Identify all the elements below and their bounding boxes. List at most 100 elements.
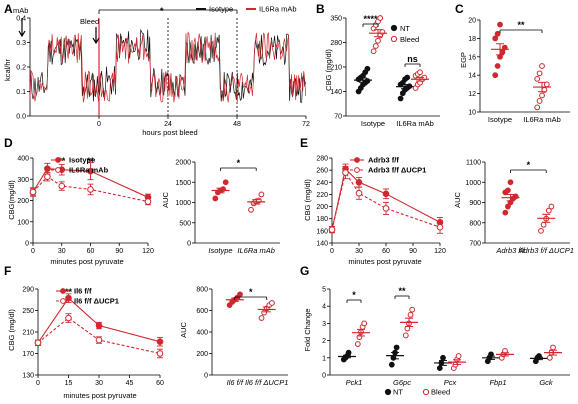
y-tick-label: 20 — [468, 18, 476, 25]
x-category-label: Il6 f/f — [227, 378, 244, 387]
data-point — [29, 188, 37, 196]
y-tick-label: 100 — [17, 219, 29, 226]
data-point — [258, 191, 265, 198]
data-point — [370, 48, 377, 55]
data-point — [417, 69, 423, 76]
panel-d-xlabel: minutes post pyruvate — [50, 257, 123, 266]
x-category-label: Adrb3 f/f — [495, 246, 525, 255]
data-point — [505, 187, 511, 194]
data-point — [407, 311, 414, 318]
data-point — [507, 179, 514, 186]
x-tick-label: 90 — [409, 248, 417, 255]
panel-f-auc-chart: AUC 0 200 400 600 800 Il6 f/f Il6 f/f ΔUCP1 * — [179, 287, 288, 388]
x-tick-label: 30 — [95, 380, 103, 387]
series-line — [331, 171, 441, 230]
data-point — [361, 320, 368, 327]
y-tick-label: 300 — [17, 177, 29, 184]
significance-label: **** — [363, 14, 378, 24]
legend-label: Il6 f/f — [74, 287, 92, 296]
data-point — [436, 223, 444, 231]
panel-label-b: B — [316, 2, 325, 16]
x-category-label: IL6Ra mAb — [237, 246, 275, 255]
y-tick-label: 200 — [316, 204, 328, 211]
legend-marker — [422, 388, 430, 396]
panel-label-d: D — [4, 136, 13, 150]
x-category-label: Fbp1 — [489, 378, 506, 387]
data-point — [65, 314, 72, 322]
y-tick-label: 130 — [22, 373, 34, 380]
y-tick-label: 240 — [316, 180, 328, 187]
x-category-label: Gck — [539, 378, 554, 387]
data-point — [499, 49, 506, 56]
x-tick-label: 120 — [142, 248, 154, 255]
mab-arrow — [18, 18, 26, 38]
y-tick-label: 170 — [22, 351, 34, 358]
legend-marker — [60, 288, 66, 294]
y-tick-label: 180 — [316, 216, 328, 223]
data-point — [494, 63, 501, 69]
legend-label: Isotype — [69, 156, 95, 165]
y-tick-label: 0.2 — [16, 65, 26, 72]
data-point — [382, 190, 390, 198]
data-point — [409, 306, 416, 313]
data-point — [44, 165, 51, 172]
y-tick-label: 200 — [196, 351, 208, 358]
y-tick-label: 0.4 — [16, 16, 26, 23]
panel-a-bleed-label: Bleed — [80, 17, 99, 26]
series-line-il6ra — [29, 31, 307, 103]
x-tick-label: 60 — [382, 248, 390, 255]
data-point — [377, 15, 384, 21]
x-tick-label: 30 — [355, 248, 363, 255]
y-tick-label: 290 — [22, 287, 34, 294]
data-point — [455, 353, 462, 359]
significance-label: ** — [87, 156, 95, 166]
data-point — [258, 315, 265, 321]
panel-label-a: A — [4, 2, 13, 16]
panel-e-xlabel: minutes post pyruvate — [348, 257, 421, 266]
y-tick-label: 0.1 — [16, 89, 26, 96]
y-tick-label: 210 — [22, 330, 34, 337]
significance-label: * — [352, 290, 356, 300]
y-tick-label: 220 — [316, 192, 328, 199]
legend-label: Adrb3 f/f — [368, 156, 399, 165]
y-tick-label: 4 — [322, 304, 326, 311]
data-point — [534, 75, 541, 82]
data-point — [382, 205, 390, 212]
y-tick-label: 16 — [468, 54, 476, 61]
panel-c-ylabel: EGP — [459, 52, 468, 68]
y-tick-label: 800 — [196, 287, 208, 294]
legend-label: Il6 f/f ΔUCP1 — [74, 297, 119, 306]
panel-a-mab-label: mAb — [13, 6, 28, 15]
y-tick-label: 800 — [469, 220, 481, 227]
panel-a-xlabel: hours post bleed — [142, 128, 197, 137]
data-point — [550, 344, 556, 351]
panel-a-chart: kcal/hr hours post bleed mAb Bleed * 0.0… — [3, 5, 310, 138]
y-tick-label: 280 — [330, 40, 342, 47]
y-tick-label: 12 — [468, 91, 476, 98]
panel-d-line-chart: CBG(mg/dl) minutes post pyruvate 0 100 200… — [7, 156, 154, 267]
data-point — [144, 198, 152, 205]
legend-label: IL6Ra mAb — [69, 166, 109, 175]
legend-label: Adrb3 f/f ΔUCP1 — [368, 166, 426, 175]
bleed-arrow — [92, 27, 100, 45]
data-point — [538, 227, 544, 234]
data-point — [393, 344, 400, 351]
data-point — [539, 63, 545, 69]
x-category-label: Pcx — [444, 378, 457, 387]
significance-label: ** — [65, 287, 73, 297]
significance-label: * — [237, 158, 241, 168]
legend-label: Isotype — [209, 5, 233, 14]
y-tick-label: 5 — [322, 287, 326, 294]
data-point — [539, 92, 545, 99]
data-point — [388, 361, 395, 368]
panel-c-chart: EGP 10 12 14 16 18 20 Isotype IL6Ra mAb ** — [459, 18, 570, 124]
panel-f-auc-ylabel: AUC — [179, 322, 188, 338]
x-tick-label: 0 — [330, 248, 334, 255]
data-point — [237, 291, 243, 298]
legend-label: NT — [400, 24, 410, 33]
legend-marker — [55, 167, 61, 173]
x-tick-label: 24 — [164, 121, 172, 128]
y-tick-label: 0 — [187, 241, 191, 248]
y-tick-label: 140 — [330, 89, 342, 96]
